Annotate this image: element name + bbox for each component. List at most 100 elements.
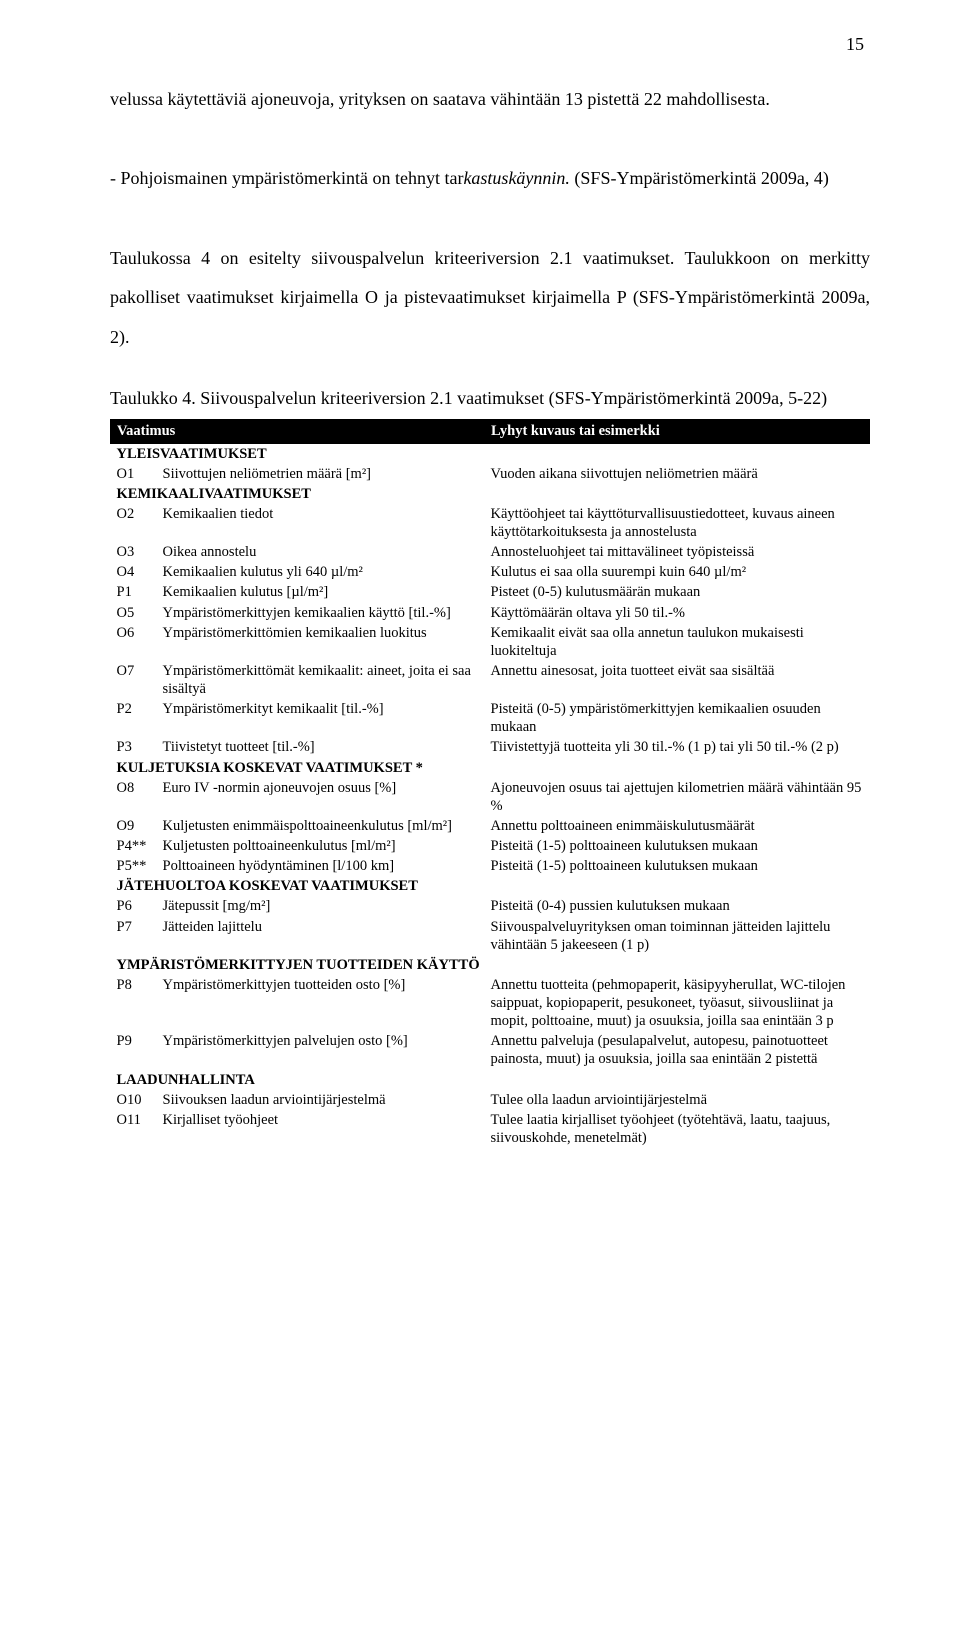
requirement-description: Annettu ainesosat, joita tuotteet eivät … [485, 661, 870, 699]
requirement-description: Ajoneuvojen osuus tai ajettujen kilometr… [485, 778, 870, 816]
requirements-table: Vaatimus Lyhyt kuvaus tai esimerkki YLEI… [110, 419, 870, 1149]
requirement-code: O3 [111, 542, 157, 562]
requirement-description: Käyttömäärän oltava yli 50 til.-% [485, 603, 870, 623]
requirement-text: Jätteiden lajittelu [157, 917, 485, 955]
requirement-code: P5** [111, 856, 157, 876]
requirement-code: O6 [111, 623, 157, 661]
requirement-text: Siivouksen laadun arviointijärjestelmä [157, 1090, 485, 1110]
body-text-1a: velussa käytettäviä ajoneuvoja, yritykse… [110, 89, 770, 109]
table-row: O9Kuljetusten enimmäispolttoaineenkulutu… [111, 816, 870, 836]
requirement-text: Kirjalliset työohjeet [157, 1110, 485, 1148]
table-header-1: Vaatimus [111, 419, 485, 443]
table-row: O4Kemikaalien kulutus yli 640 µl/m²Kulut… [111, 562, 870, 582]
requirement-text: Kuljetusten enimmäispolttoaineenkulutus … [157, 816, 485, 836]
requirement-text: Polttoaineen hyödyntäminen [l/100 km] [157, 856, 485, 876]
body-paragraph-1: velussa käytettäviä ajoneuvoja, yritykse… [110, 80, 870, 199]
table-header-row: Vaatimus Lyhyt kuvaus tai esimerkki [111, 419, 870, 443]
requirement-text: Kuljetusten polttoaineenkulutus [ml/m²] [157, 836, 485, 856]
table-row: O1Siivottujen neliömetrien määrä [m²]Vuo… [111, 464, 870, 484]
table-row: O2Kemikaalien tiedotKäyttöohjeet tai käy… [111, 504, 870, 542]
table-row: P1Kemikaalien kulutus [µl/m²]Pisteet (0-… [111, 582, 870, 602]
requirement-text: Ympäristömerkittömät kemikaalit: aineet,… [157, 661, 485, 699]
requirement-code: P4** [111, 836, 157, 856]
requirement-description: Annettu tuotteita (pehmopaperit, käsipyy… [485, 975, 870, 1031]
requirement-description: Pisteitä (1-5) polttoaineen kulutuksen m… [485, 836, 870, 856]
body-text-1c: (SFS-Ympäristömerkintä 2009a, 4) [570, 168, 829, 188]
table-section-title: KULJETUKSIA KOSKEVAT VAATIMUKSET * [111, 758, 870, 778]
requirement-code: P7 [111, 917, 157, 955]
requirement-description: Tulee olla laadun arviointijärjestelmä [485, 1090, 870, 1110]
requirement-code: O5 [111, 603, 157, 623]
body-text-1b: - Pohjoismainen ympäristömerkintä on teh… [110, 168, 463, 188]
body-paragraph-2: Taulukossa 4 on esitelty siivouspalvelun… [110, 239, 870, 358]
requirement-text: Ympäristömerkittyjen tuotteiden osto [%] [157, 975, 485, 1031]
requirement-code: P1 [111, 582, 157, 602]
table-row: O3Oikea annosteluAnnosteluohjeet tai mit… [111, 542, 870, 562]
requirement-code: P9 [111, 1031, 157, 1069]
requirement-text: Ympäristömerkittömien kemikaalien luokit… [157, 623, 485, 661]
requirement-text: Ympäristömerkittyjen kemikaalien käyttö … [157, 603, 485, 623]
requirement-description: Tulee laatia kirjalliset työohjeet (työt… [485, 1110, 870, 1148]
requirement-description: Pisteitä (0-5) ympäristömerkittyjen kemi… [485, 699, 870, 737]
requirement-description: Pisteitä (0-4) pussien kulutuksen mukaan [485, 896, 870, 916]
requirement-code: P8 [111, 975, 157, 1031]
table-row: O7Ympäristömerkittömät kemikaalit: ainee… [111, 661, 870, 699]
requirement-description: Annettu palveluja (pesulapalvelut, autop… [485, 1031, 870, 1069]
requirement-text: Kemikaalien kulutus [µl/m²] [157, 582, 485, 602]
requirement-code: O4 [111, 562, 157, 582]
requirement-description: Pisteet (0-5) kulutusmäärän mukaan [485, 582, 870, 602]
requirement-text: Kemikaalien kulutus yli 640 µl/m² [157, 562, 485, 582]
requirement-code: P3 [111, 737, 157, 757]
requirement-code: P6 [111, 896, 157, 916]
table-row: P2Ympäristömerkityt kemikaalit [til.-%]P… [111, 699, 870, 737]
requirement-text: Kemikaalien tiedot [157, 504, 485, 542]
table-section-row: JÄTEHUOLTOA KOSKEVAT VAATIMUKSET [111, 876, 870, 896]
table-section-title: LAADUNHALLINTA [111, 1070, 870, 1090]
table-caption: Taulukko 4. Siivouspalvelun kriteerivers… [110, 388, 870, 409]
requirement-text: Ympäristömerkittyjen palvelujen osto [%] [157, 1031, 485, 1069]
requirement-text: Euro IV -normin ajoneuvojen osuus [%] [157, 778, 485, 816]
requirement-text: Jätepussit [mg/m²] [157, 896, 485, 916]
table-section-row: KEMIKAALIVAATIMUKSET [111, 484, 870, 504]
table-row: P3Tiivistetyt tuotteet [til.-%]Tiivistet… [111, 737, 870, 757]
requirement-description: Kemikaalit eivät saa olla annetun tauluk… [485, 623, 870, 661]
requirement-description: Kulutus ei saa olla suurempi kuin 640 µl… [485, 562, 870, 582]
table-row: O5Ympäristömerkittyjen kemikaalien käytt… [111, 603, 870, 623]
requirement-code: O2 [111, 504, 157, 542]
table-section-title: YMPÄRISTÖMERKITTYJEN TUOTTEIDEN KÄYTTÖ [111, 955, 870, 975]
table-section-title: KEMIKAALIVAATIMUKSET [111, 484, 870, 504]
requirement-text: Ympäristömerkityt kemikaalit [til.-%] [157, 699, 485, 737]
requirement-code: O11 [111, 1110, 157, 1148]
requirement-description: Tiivistettyjä tuotteita yli 30 til.-% (1… [485, 737, 870, 757]
table-row: O10Siivouksen laadun arviointijärjestelm… [111, 1090, 870, 1110]
requirement-code: O7 [111, 661, 157, 699]
table-section-title: YLEISVAATIMUKSET [111, 443, 870, 464]
requirement-description: Siivouspalveluyrityksen oman toiminnan j… [485, 917, 870, 955]
page-number: 15 [846, 34, 864, 55]
requirement-text: Siivottujen neliömetrien määrä [m²] [157, 464, 485, 484]
requirement-code: O8 [111, 778, 157, 816]
table-section-title: JÄTEHUOLTOA KOSKEVAT VAATIMUKSET [111, 876, 870, 896]
requirement-text: Oikea annostelu [157, 542, 485, 562]
table-section-row: YLEISVAATIMUKSET [111, 443, 870, 464]
table-row: P4**Kuljetusten polttoaineenkulutus [ml/… [111, 836, 870, 856]
table-row: P5**Polttoaineen hyödyntäminen [l/100 km… [111, 856, 870, 876]
requirement-description: Käyttöohjeet tai käyttöturvallisuustiedo… [485, 504, 870, 542]
requirement-code: P2 [111, 699, 157, 737]
requirement-description: Annettu polttoaineen enimmäiskulutusmäär… [485, 816, 870, 836]
table-row: P9Ympäristömerkittyjen palvelujen osto [… [111, 1031, 870, 1069]
requirement-description: Vuoden aikana siivottujen neliömetrien m… [485, 464, 870, 484]
requirement-code: O10 [111, 1090, 157, 1110]
page: 15 velussa käytettäviä ajoneuvoja, yrity… [0, 0, 960, 1208]
table-row: P7Jätteiden lajitteluSiivouspalveluyrity… [111, 917, 870, 955]
table-section-row: YMPÄRISTÖMERKITTYJEN TUOTTEIDEN KÄYTTÖ [111, 955, 870, 975]
requirement-description: Pisteitä (1-5) polttoaineen kulutuksen m… [485, 856, 870, 876]
table-row: O8Euro IV -normin ajoneuvojen osuus [%]A… [111, 778, 870, 816]
table-row: P6Jätepussit [mg/m²]Pisteitä (0-4) pussi… [111, 896, 870, 916]
table-row: O11Kirjalliset työohjeetTulee laatia kir… [111, 1110, 870, 1148]
table-row: O6Ympäristömerkittömien kemikaalien luok… [111, 623, 870, 661]
table-section-row: LAADUNHALLINTA [111, 1070, 870, 1090]
body-text-1b-italic: kastuskäynnin. [463, 168, 569, 188]
table-section-row: KULJETUKSIA KOSKEVAT VAATIMUKSET * [111, 758, 870, 778]
requirement-code: O9 [111, 816, 157, 836]
